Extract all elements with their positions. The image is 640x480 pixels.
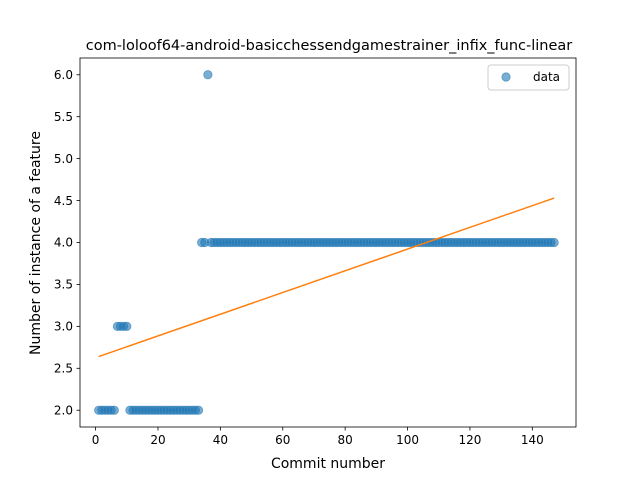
- y-tick-label: 4.5: [54, 194, 73, 208]
- data-point: [122, 321, 132, 331]
- legend-label: data: [533, 70, 560, 84]
- data-point: [203, 70, 213, 80]
- legend-marker: [501, 72, 511, 82]
- plot-area: [79, 57, 577, 428]
- series-data: [94, 70, 559, 415]
- x-tick-label: 0: [92, 433, 100, 447]
- x-tick-label: 120: [458, 433, 481, 447]
- data-point: [109, 405, 119, 415]
- y-tick-label: 5.5: [54, 110, 73, 124]
- x-tick-label: 100: [396, 433, 419, 447]
- chart-title: com-loloof64-android-basicchessendgamest…: [86, 38, 573, 54]
- y-axis-ticks: 2.0 2.5 3.0 3.5 4.0 4.5 5.0 5.5 6.0: [54, 68, 80, 417]
- x-tick-label: 20: [150, 433, 165, 447]
- y-tick-label: 2.0: [54, 403, 73, 417]
- y-tick-label: 3.0: [54, 320, 73, 334]
- legend: data: [487, 64, 570, 91]
- fit-line: [98, 197, 555, 358]
- data-point: [193, 405, 204, 415]
- y-tick-label: 3.5: [54, 278, 73, 292]
- y-tick-label: 2.5: [54, 361, 73, 375]
- y-tick-label: 4.0: [54, 236, 73, 250]
- legend-box: [487, 64, 570, 91]
- x-tick-label: 40: [213, 433, 228, 447]
- x-axis-label: Commit number: [271, 456, 385, 472]
- x-tick-label: 60: [275, 433, 290, 447]
- y-tick-label: 6.0: [54, 68, 73, 82]
- y-axis-label: Number of instance of a feature: [28, 131, 44, 355]
- x-axis-ticks: 0 20 40 60 80 100 120 140: [92, 427, 544, 447]
- x-tick-label: 140: [521, 433, 544, 447]
- y-tick-label: 5.0: [54, 152, 73, 166]
- data-point: [549, 237, 559, 248]
- x-tick-label: 80: [338, 433, 353, 447]
